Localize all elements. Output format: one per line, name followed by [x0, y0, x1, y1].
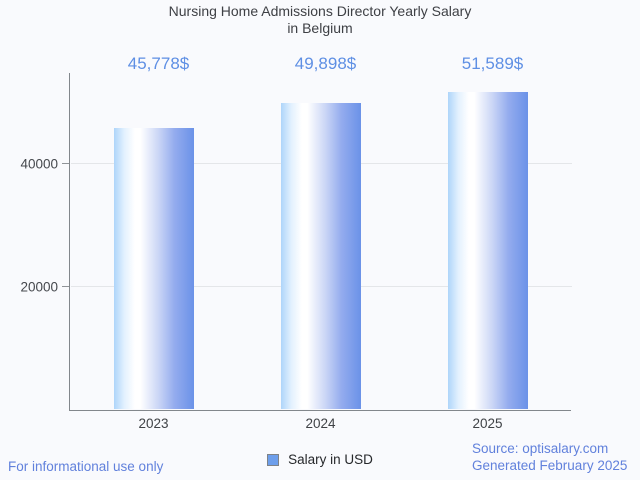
y-axis-tick-label-20000: 20000	[20, 279, 58, 294]
generated-date: Generated February 2025	[472, 457, 628, 473]
chart-title-line-2: in Belgium	[287, 20, 353, 36]
bar-2025[interactable]	[447, 92, 528, 410]
x-axis-label-2025: 2025	[472, 416, 503, 431]
disclaimer-text: For informational use only	[8, 459, 164, 474]
bar-2024[interactable]	[280, 102, 361, 410]
y-axis-tick-20000	[62, 286, 69, 287]
chart-title-line-1: Nursing Home Admissions Director Yearly …	[168, 3, 472, 19]
source-attribution: Source: optisalary.com Generated Februar…	[472, 441, 627, 474]
x-axis-label-2024: 2024	[305, 416, 336, 431]
bar-value-label-2023: 45,778$	[127, 54, 190, 73]
chart-title: Nursing Home Admissions Director Yearly …	[0, 3, 640, 37]
x-axis-line	[68, 409, 571, 411]
legend-swatch-icon	[267, 453, 280, 466]
x-axis-label-2023: 2023	[138, 416, 169, 431]
source-link[interactable]: Source: optisalary.com	[472, 441, 609, 456]
legend-label: Salary in USD	[288, 452, 373, 467]
bar-value-label-2025: 51,589$	[461, 54, 524, 73]
y-axis-line	[68, 72, 70, 411]
y-axis-tick-label-40000: 40000	[20, 156, 58, 171]
bar-2023[interactable]	[113, 127, 194, 410]
y-axis-tick-40000	[62, 163, 69, 164]
bar-value-label-2024: 49,898$	[294, 54, 357, 73]
legend: Salary in USD	[0, 452, 640, 467]
